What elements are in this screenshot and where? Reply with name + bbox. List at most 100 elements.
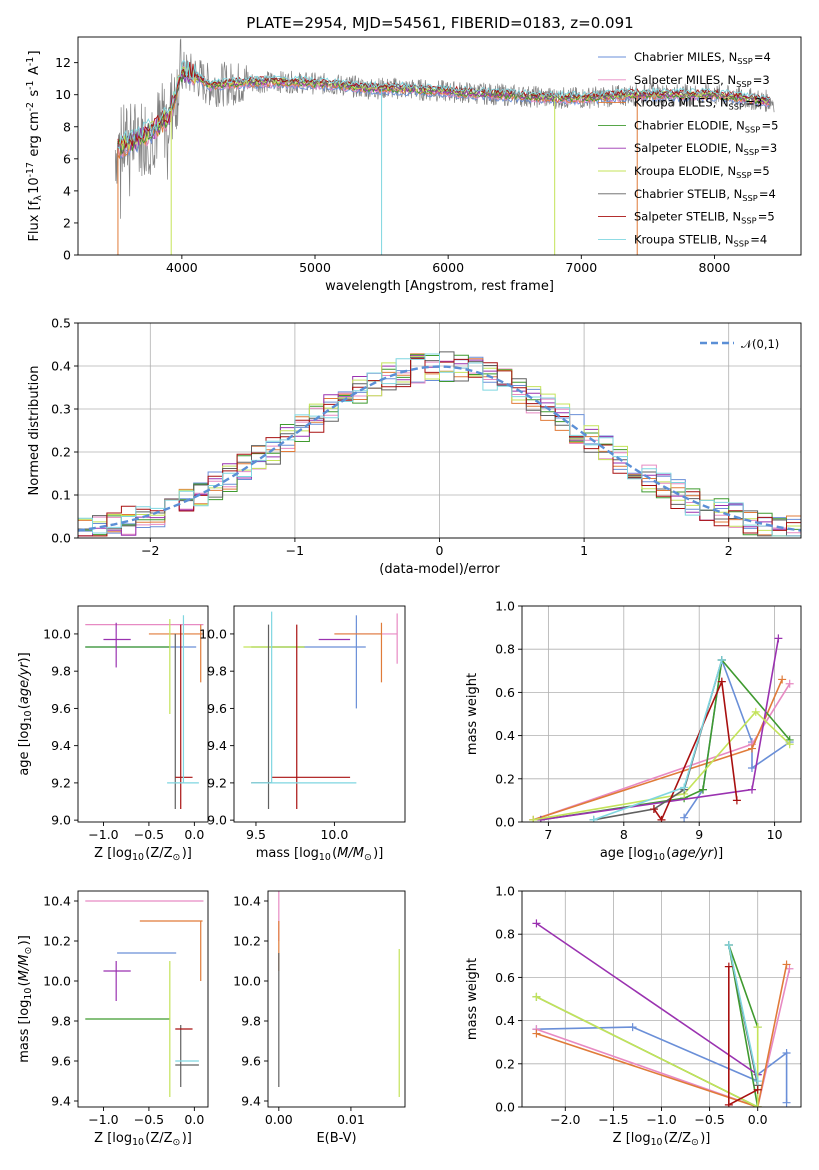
y-tick-label: 1.0 — [495, 884, 515, 899]
legend-entry: Chabrier ELODIE, NSSP =5 — [634, 118, 778, 134]
axes-frame — [77, 36, 802, 256]
y-axis-label-script: -1 — [25, 80, 36, 89]
legend-entry-part: =5 — [753, 164, 770, 178]
legend-entry: Chabrier STELIB, NSSP =4 — [634, 187, 776, 203]
y-axis-label-script: 10 — [23, 988, 34, 1000]
x-axis-label: Z [log10 (Z/Z⊙ )] — [613, 1131, 711, 1148]
x-axis-label-script: ⊙ — [691, 1137, 699, 1148]
y-tick-label: 9.2 — [51, 775, 71, 790]
y-tick-label: 9.4 — [207, 738, 227, 753]
weight-marker — [782, 1098, 791, 1107]
y-tick-label: 0.4 — [495, 1013, 515, 1028]
weight-marker — [657, 815, 666, 822]
x-tick-label: −0.5 — [134, 827, 164, 842]
y-tick-label: 9.8 — [51, 1014, 71, 1029]
legend-entry-part: =3 — [745, 96, 762, 110]
y-tick-label: 9.4 — [241, 1094, 261, 1109]
y-tick-label: 0.8 — [495, 642, 515, 657]
x-tick-label: 10.0 — [320, 827, 348, 842]
legend-entry-script: SSP — [734, 238, 749, 248]
y-axis-label-part: erg cm — [27, 111, 42, 160]
x-axis-label-part: age [log — [600, 846, 653, 861]
legend-entry-part: Salpeter MILES, N — [634, 73, 736, 87]
x-axis-label-script: ⊙ — [173, 852, 181, 863]
legend-entry: Kroupa ELODIE, NSSP =5 — [634, 164, 770, 180]
y-axis-label-script: -2 — [25, 102, 36, 111]
y-axis-label-mpart: age/yr — [17, 661, 32, 704]
y-axis-label-part: mass weight — [465, 673, 480, 755]
axes-frame — [521, 890, 802, 1108]
x-axis-label: Z [log10 (Z/Z⊙ )] — [94, 1131, 192, 1148]
x-tick-label: 0.0 — [748, 1112, 768, 1127]
weight-marker — [536, 815, 545, 822]
y-tick-label: 0 — [63, 248, 71, 263]
plot-area-age_vs_mass — [243, 611, 398, 809]
weight-marker — [751, 707, 760, 716]
x-axis-label: (data-model)/error — [379, 562, 500, 577]
panel-mass_vs_ebv: 0.00 0.01 9.4 9.6 9.8 10.0 10.2 10.4 E(B-V) — [233, 890, 406, 1146]
y-tick-label: 9.8 — [207, 664, 227, 679]
y-tick-label: 10.2 — [233, 934, 261, 949]
legend-entry-part: =5 — [758, 210, 775, 224]
x-axis-label-script: 10 — [132, 852, 144, 863]
legend-entry-script: SSP — [745, 124, 760, 134]
y-tick-label: 9.6 — [51, 1054, 71, 1069]
x-tick-label: −0.5 — [134, 1112, 164, 1127]
legend-entry-mpart: 𝒩(0,1) — [741, 337, 779, 351]
weight-marker — [785, 740, 794, 749]
x-tick-label: 10 — [767, 827, 783, 842]
y-tick-label: 9.6 — [207, 701, 227, 716]
y-axis-label: mass weight — [465, 958, 480, 1040]
plot-area-weight_vs_Z — [532, 919, 794, 1107]
y-axis-label-part: Normed distribution — [27, 366, 42, 496]
x-tick-label: 4000 — [166, 260, 198, 275]
weight-line — [540, 638, 780, 821]
y-tick-label: 9.0 — [207, 813, 227, 828]
x-tick-label: −0.5 — [694, 1112, 724, 1127]
x-axis-label-part: )] — [182, 1131, 192, 1146]
x-axis-label: mass [log10 (M/M⊙ )] — [256, 846, 384, 863]
y-tick-label: 0.3 — [51, 402, 71, 417]
y-tick-label: 12 — [55, 55, 71, 70]
legend-entry-part: =4 — [754, 50, 771, 64]
weight-line — [536, 968, 791, 1107]
x-axis-label-mpart: M/M — [337, 846, 364, 861]
x-tick-label: 9.5 — [246, 827, 266, 842]
y-tick-label: 0.6 — [495, 685, 515, 700]
y-tick-label: 0.4 — [51, 359, 71, 374]
legend-entry-part: Chabrier ELODIE, N — [634, 118, 745, 132]
y-tick-label: 0.2 — [495, 771, 515, 786]
y-axis-label-part: mass [log — [17, 1000, 32, 1063]
y-tick-label: 10.0 — [233, 974, 261, 989]
x-axis-label-part: (Z/Z — [664, 1131, 691, 1146]
legend-entry-part: Chabrier MILES, N — [634, 50, 737, 64]
legend-entry-part: =3 — [753, 73, 770, 87]
weight-marker — [785, 679, 794, 688]
histogram-steps — [78, 353, 801, 537]
x-axis-label-part: )] — [182, 846, 192, 861]
weight-line — [533, 710, 791, 821]
x-axis-label-script: ⊙ — [364, 852, 372, 863]
legend-entry: Chabrier MILES, NSSP =4 — [634, 50, 771, 66]
weight-marker — [782, 1049, 791, 1057]
axes-frame — [233, 605, 406, 823]
x-axis-label-part: Z [log — [94, 1131, 132, 1146]
x-tick-label: −1 — [286, 543, 304, 558]
y-tick-label: 9.4 — [51, 1094, 71, 1109]
panel-residuals: −2 −1 0 1 2 0.0 0.1 0.2 0.3 0.4 0.5 (data-model)/er… — [27, 316, 802, 577]
x-axis-label: age [log10 (age/yr)] — [600, 846, 723, 863]
x-axis-label: E(B-V) — [316, 1131, 356, 1146]
weight-marker — [747, 764, 756, 772]
x-tick-label: −1.0 — [88, 1112, 118, 1127]
weight-marker — [532, 1029, 541, 1038]
y-tick-label: 10.0 — [43, 626, 71, 641]
x-tick-label: 6000 — [432, 260, 464, 275]
x-axis-label-part: wavelength [Angstrom, rest frame] — [325, 279, 554, 294]
x-tick-label: −1.0 — [646, 1112, 676, 1127]
x-tick-label: 7 — [544, 827, 552, 842]
x-axis-label-part: ( — [666, 846, 671, 861]
y-axis-label-part: ( — [17, 981, 32, 986]
y-tick-label: 9.2 — [207, 775, 227, 790]
x-tick-label: −2 — [141, 543, 159, 558]
